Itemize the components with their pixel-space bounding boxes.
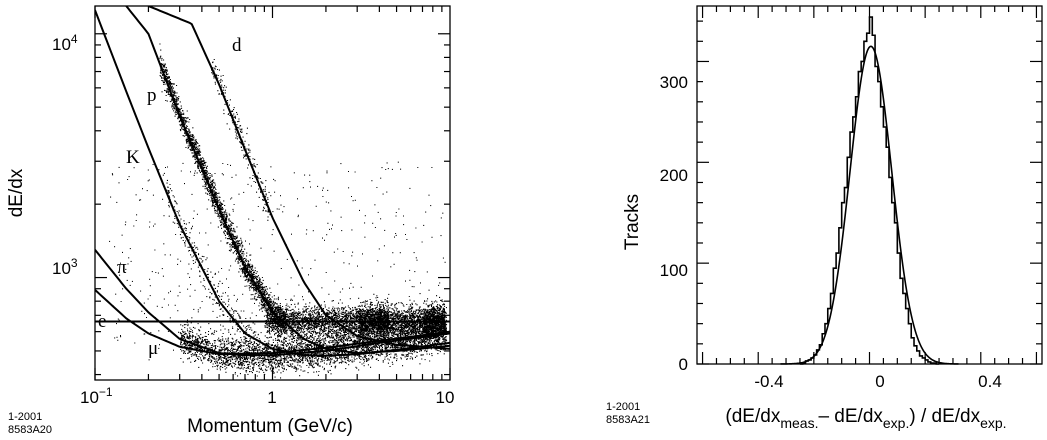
histogram-bin — [870, 17, 873, 364]
y-tick-label-300: 300 — [660, 73, 688, 92]
histogram-bin — [892, 203, 895, 364]
particle-band-curves — [95, 6, 450, 357]
histogram-bin — [861, 61, 864, 364]
x-tick-label-10: 10 — [436, 388, 455, 407]
histogram-outline — [799, 16, 940, 365]
histogram-bin — [864, 41, 867, 364]
band-curve-μ — [95, 289, 450, 356]
dedx-vs-momentum-chart: 104 103 10−1 1 10 Momentum (GeV/c) dE/dx… — [6, 5, 455, 437]
band-curve-K — [95, 9, 450, 357]
x-tick-label-neg0p4: -0.4 — [754, 372, 783, 391]
right-plot-frame — [696, 5, 1043, 365]
figure-code-id: 8583A21 — [606, 414, 650, 426]
histogram-bins — [803, 17, 937, 364]
histogram-bin — [881, 107, 884, 364]
particle-label-d: d — [232, 35, 242, 56]
left-axis-ticks — [94, 6, 451, 380]
scatter-points — [109, 43, 448, 380]
particle-label-mu: μ — [148, 338, 158, 359]
right-y-axis-title: Tracks — [622, 194, 643, 250]
histogram-bin — [872, 35, 875, 364]
dedx-resolution-histogram: 0 100 200 300 -0.4 0 0.4 (dE/dxmeas.– dE… — [606, 5, 1043, 431]
histogram-bin — [889, 177, 892, 364]
figure-code-date: 1-2001 — [8, 411, 42, 423]
right-axis-ticks — [697, 6, 1042, 365]
histogram-bin — [856, 97, 859, 364]
particle-label-K: K — [126, 147, 140, 168]
particle-label-pi: π — [117, 257, 127, 278]
y-tick-label-200: 200 — [660, 166, 688, 185]
histogram-bin — [858, 72, 861, 364]
right-x-axis-title: (dE/dxmeas.– dE/dxexp.) / dE/dxexp. — [725, 406, 1006, 431]
histogram-bin — [853, 117, 856, 364]
track-scatter-cloud — [109, 43, 448, 380]
x-tick-label-0p4: 0.4 — [978, 372, 1002, 391]
particle-label-e: e — [98, 311, 106, 332]
left-x-axis-title: Momentum (GeV/c) — [187, 416, 353, 437]
y-tick-label-10e4: 104 — [52, 32, 78, 54]
x-tick-label-0p1: 10−1 — [80, 385, 113, 407]
y-tick-label-10e3: 103 — [52, 256, 78, 278]
histogram-bin — [867, 33, 870, 364]
gaussian-fit-curve — [780, 45, 959, 365]
x-tick-label-1: 1 — [267, 388, 276, 407]
y-tick-label-0: 0 — [679, 355, 688, 374]
histogram-bin — [878, 82, 881, 364]
left-y-axis-title: dE/dx — [6, 168, 27, 217]
histogram-bin — [883, 127, 886, 364]
histogram-bin — [886, 147, 889, 364]
particle-label-p: p — [147, 85, 157, 106]
figure-code-date: 1-2001 — [606, 401, 640, 413]
x-tick-label-0: 0 — [875, 372, 884, 391]
figure-code-id: 8583A20 — [8, 424, 52, 436]
band-curve-p — [125, 6, 450, 355]
histogram-bin — [875, 67, 878, 364]
y-tick-label-100: 100 — [660, 261, 688, 280]
band-curve-π — [95, 249, 450, 357]
band-curve-d — [148, 6, 450, 350]
